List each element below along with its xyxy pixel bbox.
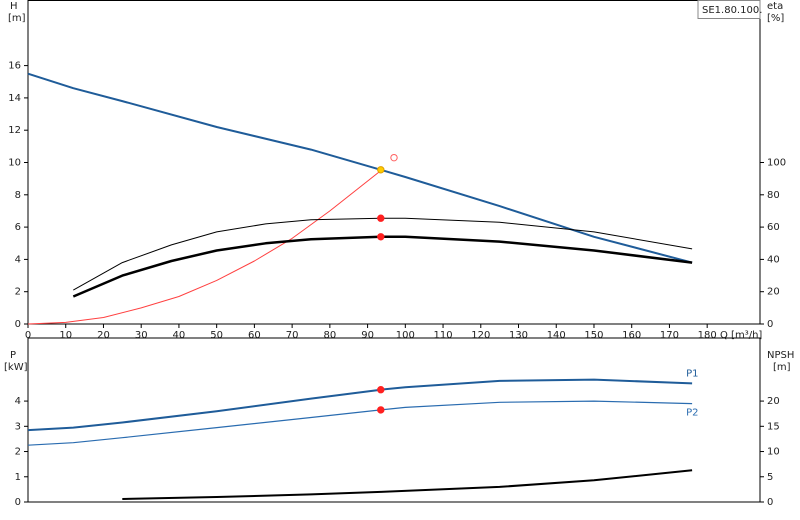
curve [73, 217, 693, 291]
y2-tick-label: 0 [767, 319, 773, 330]
curve [122, 469, 693, 500]
x-tick-label: 40 [173, 330, 186, 341]
x-tick-label: 130 [509, 330, 528, 341]
curve [27, 72, 693, 264]
x-tick-label: 30 [135, 330, 148, 341]
y-tick-label: 10 [8, 158, 21, 169]
operating-point [377, 233, 385, 241]
y2-tick-label: 100 [767, 158, 786, 169]
y-tick-label: 0 [15, 319, 21, 330]
y2-tick-label: 20 [767, 287, 780, 298]
curve [27, 400, 693, 446]
x-tick-label: 20 [97, 330, 110, 341]
x-tick-label: 90 [361, 330, 374, 341]
y-tick-label: 3 [15, 421, 21, 432]
plot-frame [27, 337, 761, 503]
y-tick-label: 12 [8, 125, 21, 136]
y2-tick-label: 40 [767, 254, 780, 265]
curve [27, 378, 693, 432]
x-tick-label: 170 [660, 330, 679, 341]
y2-tick-label: 0 [767, 497, 773, 508]
y-tick-label: 2 [15, 287, 21, 298]
curve-label: P2 [686, 408, 698, 419]
y-axis-label: P [10, 350, 16, 361]
x-axis-label: Q [m³/h] [720, 330, 762, 341]
y-tick-label: 2 [15, 447, 21, 458]
operating-point [390, 153, 398, 162]
x-tick-label: 110 [434, 330, 453, 341]
y-axis-unit: [kW] [4, 362, 28, 373]
x-tick-label: 150 [584, 330, 603, 341]
x-tick-label: 70 [286, 330, 299, 341]
y2-tick-label: 5 [767, 472, 773, 483]
y-tick-label: 0 [15, 497, 21, 508]
y-tick-label: 4 [15, 396, 21, 407]
y2-axis-label: NPSH [767, 350, 794, 361]
y-tick-label: 1 [15, 472, 21, 483]
y-axis-label: H [10, 1, 18, 12]
y2-tick-label: 10 [767, 447, 780, 458]
y2-tick-label: 20 [767, 396, 780, 407]
operating-point [377, 214, 385, 222]
x-tick-label: 0 [25, 330, 31, 341]
y-tick-label: 8 [15, 190, 21, 201]
y2-axis-unit: [%] [767, 13, 784, 24]
x-tick-label: 100 [396, 330, 415, 341]
x-tick-label: 160 [622, 330, 641, 341]
x-tick-label: 180 [698, 330, 717, 341]
y2-axis-label: eta [767, 1, 783, 12]
x-tick-label: 10 [59, 330, 72, 341]
x-tick-label: 140 [547, 330, 566, 341]
curve-label: P1 [686, 368, 698, 379]
curve [72, 235, 693, 298]
x-tick-label: 80 [323, 330, 336, 341]
x-tick-label: 50 [210, 330, 223, 341]
y-tick-label: 4 [15, 254, 21, 265]
x-tick-label: 60 [248, 330, 261, 341]
y2-tick-label: 80 [767, 190, 780, 201]
y2-tick-label: 60 [767, 222, 780, 233]
plot-frame [27, 0, 761, 325]
curve [27, 170, 382, 325]
model-box [697, 0, 761, 19]
y-tick-label: 16 [8, 61, 21, 72]
x-tick-label: 120 [471, 330, 490, 341]
y-axis-unit: [m] [8, 13, 26, 24]
y-tick-label: 14 [8, 93, 21, 104]
model-label: SE1.80.100. [702, 5, 762, 16]
y-tick-label: 6 [15, 222, 21, 233]
y2-axis-unit: [m] [773, 362, 791, 373]
operating-point [377, 386, 385, 394]
operating-point [377, 406, 385, 414]
operating-point [377, 166, 385, 174]
y2-tick-label: 15 [767, 421, 780, 432]
